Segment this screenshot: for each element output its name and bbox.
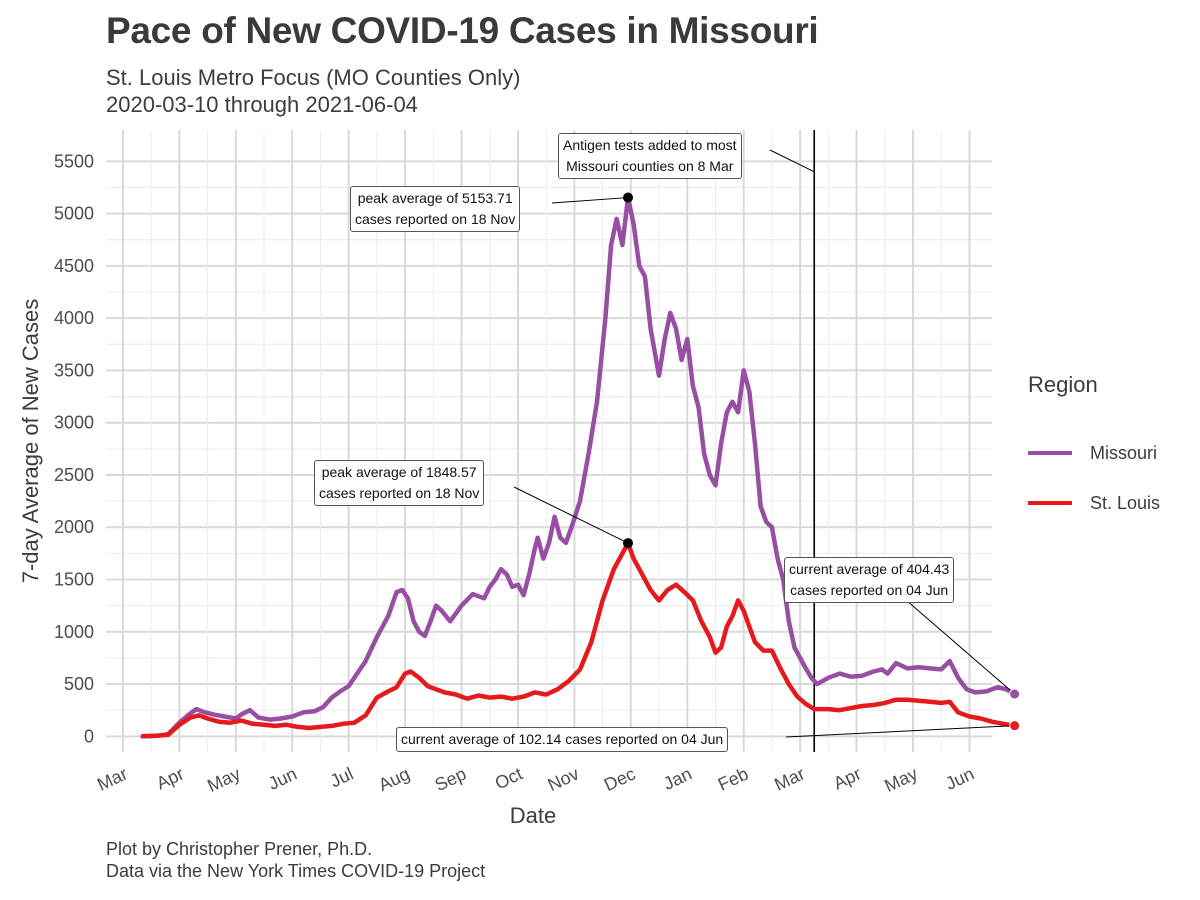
missouri-peak-annotation: peak average of 5153.71 cases reported o… bbox=[350, 186, 521, 232]
x-axis-title: Date bbox=[510, 803, 556, 828]
chart-title: Pace of New COVID-19 Cases in Missouri bbox=[106, 10, 819, 51]
legend: Region Missouri St. Louis bbox=[1028, 372, 1160, 528]
chart-subtitle: St. Louis Metro Focus (MO Counties Only)… bbox=[106, 64, 520, 118]
legend-swatch-stlouis bbox=[1028, 501, 1072, 505]
x-tick-label: Nov bbox=[545, 763, 582, 795]
missouri-current-line-2: cases reported on 04 Jun bbox=[790, 582, 949, 598]
x-tick-label: Aug bbox=[375, 763, 412, 795]
stlouis-current-line: current average of 102.14 cases reported… bbox=[401, 731, 724, 747]
stlouis-peak-annotation: peak average of 1848.57 cases reported o… bbox=[314, 460, 485, 506]
y-tick-label: 0 bbox=[84, 726, 94, 746]
annotation-leader-line bbox=[785, 725, 1015, 738]
x-tick-label: Dec bbox=[601, 763, 638, 795]
annotation-leader-line bbox=[513, 486, 629, 544]
y-tick-label: 1500 bbox=[54, 570, 94, 590]
x-tick-label: May bbox=[204, 763, 243, 796]
y-tick-label: 3500 bbox=[54, 360, 94, 380]
legend-title: Region bbox=[1028, 372, 1098, 397]
caption-line-1: Plot by Christopher Prener, Ph.D. bbox=[106, 839, 373, 859]
x-tick-label: Jun bbox=[942, 763, 977, 793]
legend-swatch-missouri bbox=[1028, 451, 1072, 455]
x-tick-label: Jan bbox=[660, 763, 695, 793]
stlouis-peak-line-1: peak average of 1848.57 bbox=[321, 464, 477, 480]
missouri-peak-line-1: peak average of 5153.71 bbox=[357, 190, 513, 206]
missouri-peak-line-2: cases reported on 18 Nov bbox=[355, 211, 516, 227]
series-line-missouri bbox=[140, 195, 1017, 739]
subtitle-line-1: St. Louis Metro Focus (MO Counties Only) bbox=[106, 65, 521, 90]
legend-label-stlouis: St. Louis bbox=[1090, 492, 1161, 513]
missouri-current-line-1: current average of 404.43 bbox=[789, 561, 950, 577]
highlight-point bbox=[1009, 688, 1021, 700]
x-tick-label: Mar bbox=[94, 763, 131, 794]
y-tick-label: 5500 bbox=[54, 151, 94, 171]
caption-line-2: Data via the New York Times COVID-19 Pro… bbox=[106, 861, 486, 881]
y-tick-label: 4500 bbox=[54, 256, 94, 276]
x-tick-label: Sep bbox=[432, 763, 469, 795]
gridlines bbox=[106, 130, 992, 752]
highlight-point bbox=[623, 192, 634, 203]
legend-label-missouri: Missouri bbox=[1090, 442, 1158, 463]
highlight-point bbox=[623, 538, 634, 549]
x-tick-label: Feb bbox=[715, 763, 752, 794]
series-line-stlouis bbox=[140, 540, 1017, 739]
x-tick-label: Mar bbox=[771, 763, 808, 794]
annotation-leader-line bbox=[769, 149, 815, 173]
y-tick-label: 3000 bbox=[54, 413, 94, 433]
y-tick-label: 4000 bbox=[54, 308, 94, 328]
y-tick-label: 2500 bbox=[54, 465, 94, 485]
x-tick-label: Jul bbox=[327, 763, 356, 791]
y-tick-label: 5000 bbox=[54, 204, 94, 224]
missouri-current-annotation: current average of 404.43 cases reported… bbox=[784, 557, 955, 603]
x-tick-label: Apr bbox=[153, 763, 187, 793]
legend-item-missouri: Missouri bbox=[1028, 428, 1160, 478]
x-tick-label: Apr bbox=[830, 763, 864, 793]
y-tick-label: 2000 bbox=[54, 517, 94, 537]
stlouis-peak-line-2: cases reported on 18 Nov bbox=[319, 485, 480, 501]
annotation-leader-line bbox=[905, 599, 1015, 695]
annotation-leader-line bbox=[551, 197, 629, 204]
chart-caption: Plot by Christopher Prener, Ph.D. Data v… bbox=[106, 838, 485, 882]
x-tick-label: May bbox=[881, 763, 920, 796]
y-axis-title: 7-day Average of New Cases bbox=[18, 299, 43, 584]
x-tick-label: Jun bbox=[265, 763, 300, 793]
y-tick-label: 500 bbox=[64, 674, 94, 694]
antigen-annotation: Antigen tests added to most Missouri cou… bbox=[558, 133, 742, 179]
y-tick-label: 1000 bbox=[54, 622, 94, 642]
highlight-point bbox=[1009, 720, 1021, 732]
antigen-annotation-line-2: Missouri counties on 8 Mar bbox=[566, 158, 734, 174]
x-tick-label: Oct bbox=[492, 763, 526, 793]
antigen-annotation-line-1: Antigen tests added to most bbox=[563, 137, 737, 153]
subtitle-line-2: 2020-03-10 through 2021-06-04 bbox=[106, 92, 418, 117]
stlouis-current-annotation: current average of 102.14 cases reported… bbox=[396, 727, 729, 752]
legend-item-stlouis: St. Louis bbox=[1028, 478, 1160, 528]
